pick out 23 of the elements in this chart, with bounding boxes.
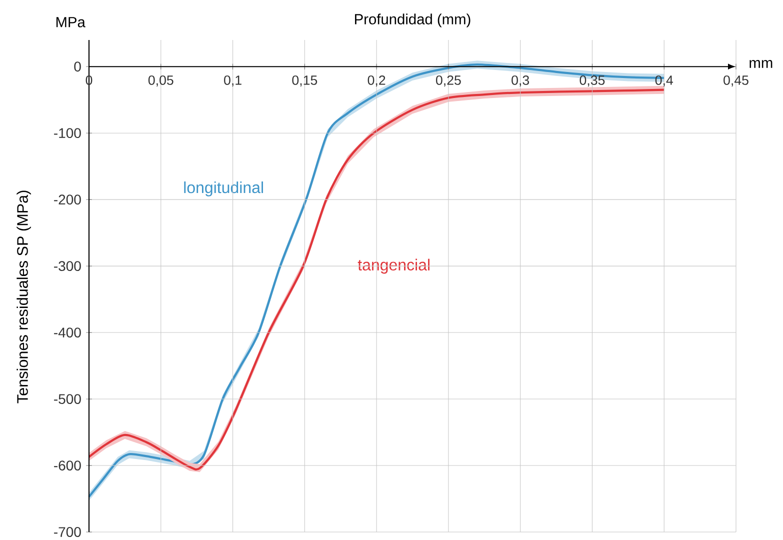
x-tick-label: 0,35 [580, 75, 605, 87]
text: tangencial [358, 258, 430, 274]
y-tick-label: -700 [54, 527, 81, 537]
y-tick-label: -500 [54, 394, 81, 404]
x-tick-label: 0,1 [224, 75, 242, 87]
y-tick-label: -600 [54, 460, 81, 470]
y-tick-label: 0 [74, 62, 81, 72]
y-axis-title: Tensiones residuales SP (MPa) [16, 190, 31, 404]
x-tick-label: 0,05 [148, 75, 174, 87]
text: longitudinal [184, 181, 263, 196]
x-tick-label: 0,45 [724, 75, 748, 87]
y-tick-label: -100 [54, 128, 81, 138]
y-tick-label: -400 [54, 328, 81, 338]
x-tick-label: 0,4 [655, 75, 673, 87]
text: mm [750, 60, 772, 68]
x-axis-title: Profundidad (mm) [355, 14, 470, 28]
x-tick-label: 0,3 [512, 75, 530, 87]
x-tick-label: 0,2 [368, 75, 386, 87]
y-tick-label: -300 [54, 261, 81, 272]
y-tick-label: -200 [54, 194, 81, 205]
text: MPa [56, 17, 86, 28]
x-tick-label: 0,15 [292, 75, 318, 87]
x-tick-label: 0,25 [436, 75, 461, 87]
